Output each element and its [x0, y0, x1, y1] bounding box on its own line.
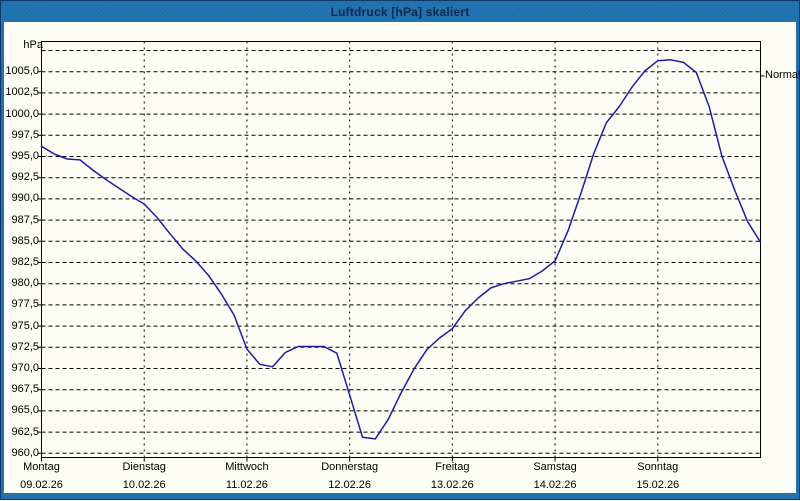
title-bar[interactable]: Luftdruck [hPa] skaliert [1, 1, 799, 22]
window-title: Luftdruck [hPa] skaliert [330, 4, 470, 19]
chart-area [4, 22, 796, 493]
